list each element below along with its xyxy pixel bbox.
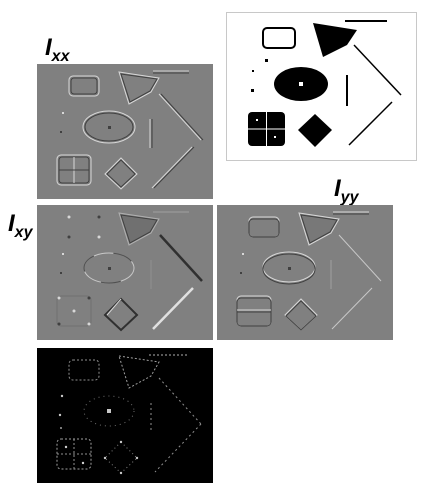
iyy-panel — [217, 205, 393, 340]
ixy-label: Ixy — [8, 210, 33, 241]
ixy-image — [37, 205, 213, 340]
iyy-image — [217, 205, 393, 340]
response-panel — [37, 348, 213, 483]
ixx-image — [37, 64, 213, 199]
original-image-panel — [226, 12, 417, 161]
response-image — [37, 348, 213, 483]
iyy-label: Iyy — [334, 175, 359, 206]
original-image — [227, 13, 416, 160]
ixy-panel — [37, 205, 213, 340]
ixx-panel — [37, 64, 213, 199]
ixx-label: Ixx — [45, 34, 70, 65]
